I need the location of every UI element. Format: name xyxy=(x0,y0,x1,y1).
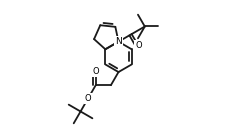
Text: N: N xyxy=(115,37,122,46)
Text: O: O xyxy=(135,41,142,50)
Text: O: O xyxy=(92,67,99,76)
Text: O: O xyxy=(85,94,91,103)
